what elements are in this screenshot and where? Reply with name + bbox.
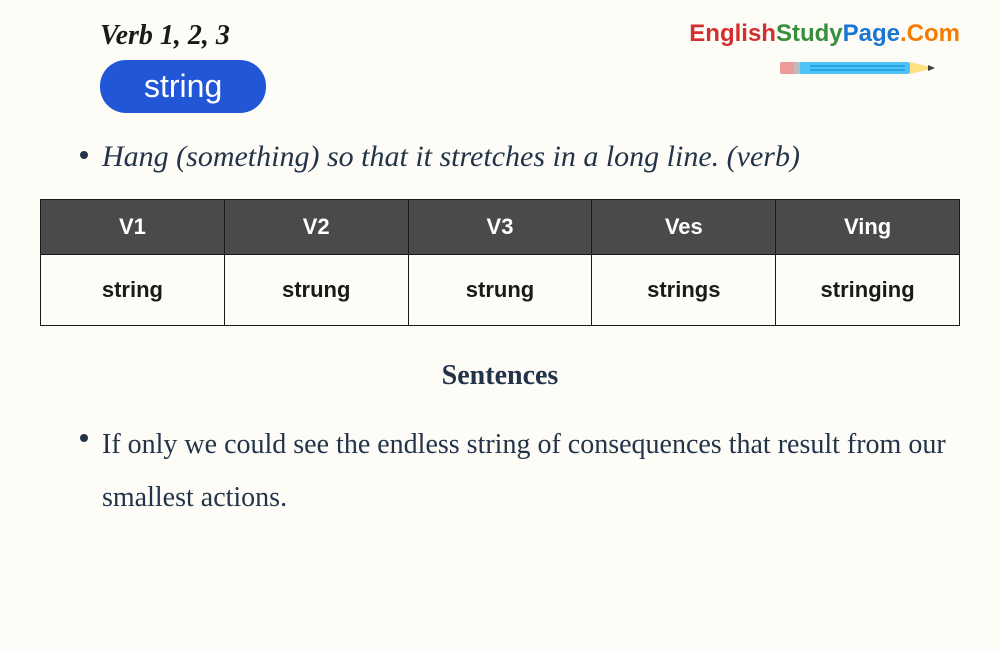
table-row: string strung strung strings stringing <box>41 254 960 325</box>
sentence-item: If only we could see the endless string … <box>40 418 960 524</box>
cell-ves: strings <box>592 254 776 325</box>
cell-v1: string <box>41 254 225 325</box>
cell-v3: strung <box>408 254 592 325</box>
cell-ving: stringing <box>776 254 960 325</box>
subtitle: Verb 1, 2, 3 <box>100 20 266 52</box>
logo-part-english: English <box>689 20 776 47</box>
verb-forms-table: V1 V2 V3 Ves Ving string strung strung s… <box>40 199 960 326</box>
site-logo: EnglishStudyPage.Com <box>689 20 960 89</box>
col-v1: V1 <box>41 199 225 254</box>
logo-part-study: Study <box>776 20 843 47</box>
definition-text: Hang (something) so that it stretches in… <box>102 135 800 179</box>
definition: Hang (something) so that it stretches in… <box>40 135 960 179</box>
col-v3: V3 <box>408 199 592 254</box>
title-area: Verb 1, 2, 3 string <box>40 20 266 113</box>
sentences-heading: Sentences <box>40 360 960 392</box>
word-pill: string <box>100 60 266 113</box>
logo-part-page: Page <box>843 20 900 47</box>
header-row: Verb 1, 2, 3 string EnglishStudyPage.Com <box>40 20 960 113</box>
sentence-text: If only we could see the endless string … <box>102 418 960 524</box>
cell-v2: strung <box>224 254 408 325</box>
table-header-row: V1 V2 V3 Ves Ving <box>41 199 960 254</box>
bullet-icon <box>80 151 88 159</box>
col-v2: V2 <box>224 199 408 254</box>
pencil-icon <box>780 52 960 89</box>
logo-part-com: .Com <box>900 20 960 47</box>
logo-text: EnglishStudyPage.Com <box>689 20 960 48</box>
col-ving: Ving <box>776 199 960 254</box>
bullet-icon <box>80 434 88 442</box>
col-ves: Ves <box>592 199 776 254</box>
